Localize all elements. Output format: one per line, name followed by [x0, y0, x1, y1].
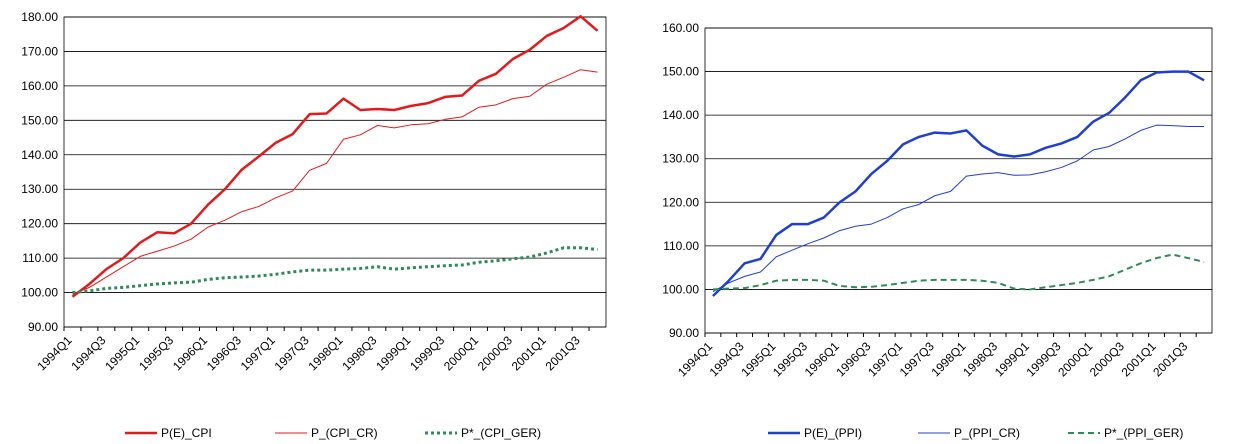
y-tick-label: 100.00	[21, 286, 58, 300]
chart: 90.00 100.00 110.00 120.00 130.00 140.00 150.0…	[662, 21, 1213, 440]
y-tick-label: 90.00	[669, 326, 699, 340]
series-line	[712, 70, 1205, 297]
y-tick-label: 130.00	[21, 182, 58, 196]
x-tick-label: 2001Q1	[509, 333, 549, 373]
y-tick-label: 130.00	[662, 152, 699, 166]
x-tick-label: 2000Q3	[475, 333, 515, 373]
x-tick-label: 1996Q3	[204, 333, 244, 373]
series-line	[72, 69, 598, 295]
y-tick-label: 140.00	[662, 108, 699, 122]
legend-label: P(E)_(PPI)	[804, 426, 862, 440]
series-line	[72, 246, 598, 295]
x-tick-label: 1995Q1	[102, 333, 142, 373]
x-tick-label: 1995Q3	[136, 333, 176, 373]
y-tick-label: 110.00	[663, 239, 699, 253]
y-tick-label: 160.00	[21, 79, 58, 93]
y-tick-label: 180.00	[21, 10, 58, 24]
chart: 90.00 100.00 110.00 120.00 130.00 140.00 150.0…	[21, 10, 607, 440]
x-tick-label: 1999Q3	[407, 333, 447, 373]
x-tick-label: 1998Q1	[305, 333, 345, 373]
x-tick-label: 2001Q3	[543, 333, 583, 373]
x-tick-label: 1997Q1	[238, 333, 278, 373]
x-tick-label: 1998Q3	[339, 333, 379, 373]
series-line	[712, 253, 1205, 291]
x-tick-label: 1994Q3	[68, 333, 108, 373]
series-line	[712, 124, 1205, 293]
legend-label: P(E)_CPI	[161, 426, 212, 440]
y-tick-label: 90.00	[28, 320, 58, 334]
y-tick-label: 140.00	[21, 148, 58, 162]
y-tick-label: 150.00	[662, 65, 699, 79]
legend-label: P*_(PPI_GER)	[1104, 426, 1183, 440]
x-tick-label: 2001Q3	[1150, 339, 1190, 379]
x-tick-label: 1996Q1	[170, 333, 210, 373]
x-tick-label: 1997Q3	[272, 333, 312, 373]
series-line	[71, 15, 599, 298]
y-tick-label: 100.00	[662, 282, 699, 296]
y-tick-label: 110.00	[22, 251, 58, 265]
y-tick-label: 160.00	[662, 21, 699, 35]
x-tick-label: 1994Q1	[34, 333, 74, 373]
x-tick-label: 1999Q1	[373, 333, 413, 373]
y-tick-label: 170.00	[21, 44, 58, 58]
y-tick-label: 150.00	[21, 113, 58, 127]
legend-label: P_(PPI_CR)	[954, 426, 1020, 440]
plot-frame	[63, 16, 607, 328]
legend-label: P*_(CPI_GER)	[461, 426, 541, 440]
y-tick-label: 120.00	[662, 195, 699, 209]
x-tick-label: 2000Q1	[441, 333, 481, 373]
y-tick-label: 120.00	[21, 217, 58, 231]
plot-frame	[704, 27, 1213, 334]
legend-label: P_(CPI_CR)	[311, 426, 378, 440]
